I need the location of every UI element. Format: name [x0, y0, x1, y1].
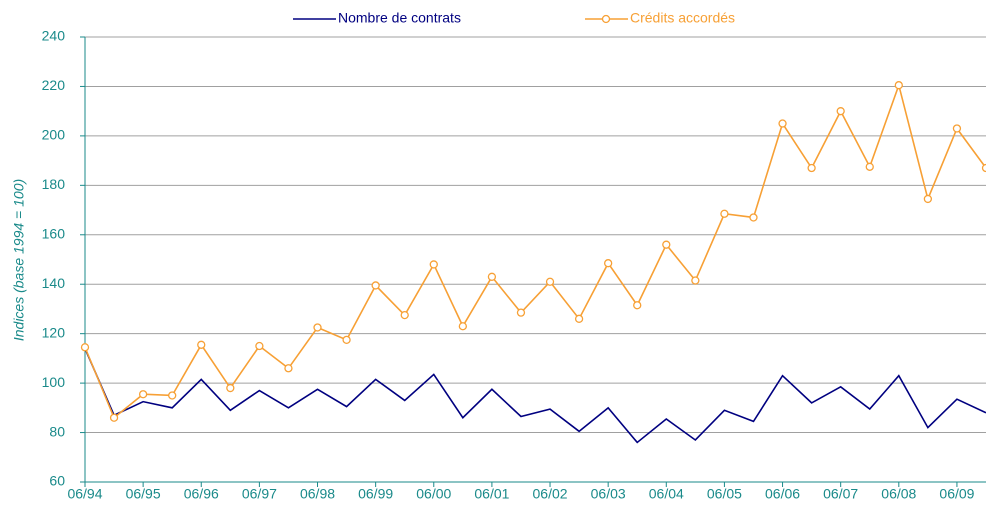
x-tick-label: 06/98 [300, 486, 335, 502]
point [691, 276, 700, 285]
x-tick-label: 06/99 [358, 486, 393, 502]
y-tick-label: 60 [49, 473, 65, 489]
point [720, 209, 729, 218]
point [226, 383, 235, 393]
point [109, 413, 119, 422]
y-tick-label: 80 [49, 423, 65, 439]
point [545, 277, 555, 286]
y-tick-label: 120 [42, 324, 66, 340]
point [255, 341, 264, 351]
point [981, 163, 986, 173]
point [80, 343, 90, 352]
point [458, 322, 467, 331]
x-tick-label: 06/97 [242, 486, 277, 502]
x-tick-label: 06/07 [823, 486, 858, 502]
x-tick-label: 06/03 [591, 486, 626, 502]
legend-label: Crédits accordés [630, 10, 735, 26]
point [836, 107, 845, 116]
series-line [84, 82, 986, 420]
point [516, 308, 526, 317]
point [284, 364, 293, 373]
point [604, 259, 613, 268]
legend-marker [601, 14, 611, 24]
point [778, 119, 787, 128]
x-tick-label: 06/96 [184, 486, 219, 502]
x-tick-label: 06/09 [939, 486, 974, 502]
y-axis-label: Indices (base 1994 = 100) [11, 179, 27, 341]
point [749, 213, 758, 222]
y-tick-label: 180 [42, 176, 66, 192]
point [952, 124, 962, 133]
point [168, 391, 177, 400]
y-tick-label: 140 [42, 275, 66, 291]
x-tick-label: 06/05 [707, 486, 742, 502]
y-tick-label: 100 [42, 374, 66, 390]
y-tick-label: 200 [42, 127, 66, 143]
point [342, 335, 351, 344]
point [865, 162, 874, 171]
series-line [84, 348, 986, 444]
point [633, 301, 642, 310]
point [313, 323, 322, 332]
x-tick-label: 06/08 [881, 486, 916, 502]
x-tick-label: 06/95 [126, 486, 161, 502]
x-tick-label: 06/06 [765, 486, 800, 502]
point [487, 272, 497, 281]
point [923, 194, 933, 204]
point [138, 390, 148, 399]
x-tick-label: 06/02 [533, 486, 568, 502]
x-tick-label: 06/04 [649, 486, 684, 502]
point [197, 340, 206, 349]
x-tick-label: 06/00 [416, 486, 451, 502]
point [894, 81, 903, 90]
point [400, 310, 409, 320]
legend-label: Nombre de contrats [338, 10, 461, 26]
point [574, 314, 584, 323]
point [429, 260, 438, 269]
y-tick-label: 160 [42, 225, 66, 241]
y-tick-label: 220 [42, 77, 66, 93]
x-tick-label: 06/94 [67, 486, 102, 502]
x-tick-label: 06/01 [474, 486, 509, 502]
point [371, 281, 380, 290]
point [807, 163, 816, 173]
y-tick-label: 240 [42, 28, 66, 44]
point [662, 240, 671, 249]
